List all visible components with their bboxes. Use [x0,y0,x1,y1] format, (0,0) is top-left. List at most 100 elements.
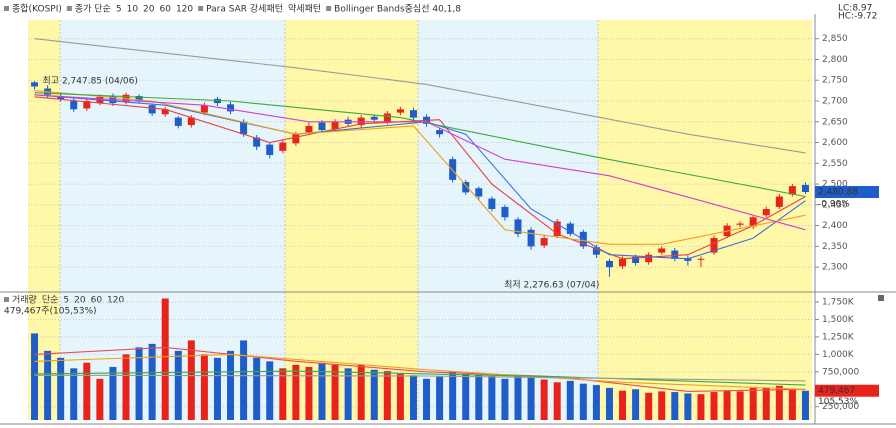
band [285,20,418,420]
candle-body [514,219,522,234]
moving-average [34,90,806,245]
y-tick-label: 2,850 [822,34,848,44]
volume-bar [436,376,444,420]
candle-body [697,258,705,260]
candle-body [775,196,783,207]
volume-bar [579,383,587,420]
volume-bar [240,340,248,420]
annotation: 최고 2,747.85 (04/06) [43,76,138,87]
y-tick-label: 2,700 [822,97,848,107]
volume-bar [566,380,574,420]
volume-bar [396,373,404,420]
lc-label: LC:8.97 [838,4,872,14]
candle-body [592,247,600,255]
volume-bar [83,362,91,420]
volume-bar [723,390,731,420]
volume-bar [148,343,156,420]
panel-button[interactable] [878,295,884,301]
y-tick-label: 250,000 [822,402,859,412]
volume-bar [109,366,117,420]
moving-average [34,38,806,154]
legend-square [198,6,204,11]
y-tick-label: 2,300 [822,263,848,273]
moving-average [34,370,806,386]
candle-body [632,256,640,263]
legend-square [4,297,9,302]
volume-bar [527,376,535,420]
candle-body [383,113,391,122]
hc-label: HC:-9.72 [838,12,877,22]
candle-body [187,117,195,126]
moving-average [34,353,806,390]
candle-body [370,116,378,120]
volume-bar [697,394,705,420]
candle-body [449,159,457,180]
volume-ratio: 105,53% [818,397,858,407]
volume-bar [135,347,143,420]
candle-body [57,96,65,99]
moving-average [34,346,806,392]
moving-average [34,96,806,260]
volume-bar [475,375,483,420]
legend-item: 10 [127,5,139,15]
volume-bar [357,364,365,420]
volume-bar [592,385,600,420]
legend-item: 5 [63,296,69,306]
volume-bar [462,373,470,420]
y-tick-label: 2,750 [822,76,848,86]
volume-bar [253,357,261,420]
volume-bar [788,389,796,420]
volume-bar [540,379,548,420]
volume-bar [632,389,640,420]
volume-bar [292,364,300,420]
volume-bar [187,340,195,420]
volume-bar [749,387,757,420]
y-tick-label: 2,650 [822,117,848,127]
candle-body [475,188,483,197]
volume-bar [227,350,235,420]
candle-body [605,260,613,268]
volume-bar [213,357,221,420]
volume-bar [200,354,208,420]
candle-body [279,142,287,151]
y-tick-label: 2,450 [822,200,848,210]
legend-item: 60 [160,5,172,15]
moving-average [34,92,806,198]
candle-body [645,254,653,263]
candle-body [31,82,39,87]
volume-bar [736,391,744,420]
candle-body [527,229,535,247]
ma-prefix: 종가 단순 [75,4,111,15]
sar-up: Para SAR 강세패턴 [206,4,283,15]
chart-title: 종합(KOSPI) [12,4,62,15]
y-tick-label: 1,250K [822,332,855,342]
candle-body [671,250,679,259]
volume-bar [122,354,130,420]
period-bands [28,20,812,420]
legend-item: 20 [74,296,86,306]
candle-body [148,105,156,114]
volume-bar [553,382,561,420]
candle-body [240,121,248,135]
legend-square [326,6,332,11]
legend-item: 5 [116,5,122,15]
candle-body [292,134,300,144]
candle-body [801,184,809,193]
band [60,20,285,420]
volume-bar [331,364,339,420]
volume-bar [645,392,653,420]
volume-bar [501,378,509,420]
volume-bar [383,371,391,420]
last-price: 2,480.88 [818,188,858,198]
candle-body [619,258,627,267]
candle-body [566,223,574,234]
legend-item: 60 [91,296,103,306]
candle-body [266,144,274,155]
y-tick-label: 2,500 [822,180,848,190]
volume-bar [409,375,417,420]
candle-body [83,101,91,109]
price-legend: 종합(KOSPI) 종가 단순 5 10 20 60 120 Para SAR 강세패턴 약세패… [4,3,461,15]
candle-body [762,209,770,216]
volume-bar [279,368,287,420]
